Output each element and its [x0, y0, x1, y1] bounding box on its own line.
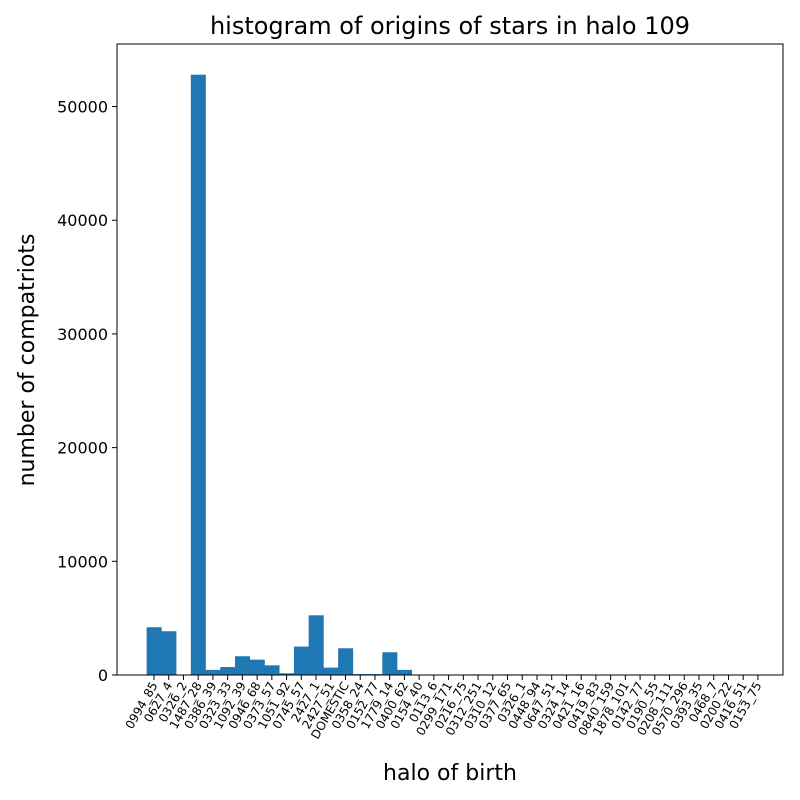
- y-tick-label: 50000: [57, 98, 108, 117]
- bar-0627_4: [161, 631, 177, 675]
- x-axis-label: halo of birth: [383, 761, 517, 786]
- bar-DOMESTIC: [338, 648, 354, 675]
- chart-title: histogram of origins of stars in halo 10…: [210, 12, 690, 40]
- x-axis: 0994_850627_40326_21487_280386_390323_33…: [123, 675, 765, 741]
- bar-1092_39: [235, 656, 251, 675]
- y-tick-label: 40000: [57, 211, 108, 230]
- bar-1487_28: [190, 74, 206, 675]
- y-axis: 0 10000 20000 30000 40000 50000: [57, 98, 117, 685]
- bar-0400_62: [397, 669, 413, 675]
- bar-0946_68: [249, 659, 265, 675]
- bar-2427_51: [323, 667, 339, 675]
- bar-0323_33: [220, 667, 236, 675]
- bar-0386_39: [205, 669, 221, 675]
- plot-frame: [116, 43, 784, 676]
- bar-0994_85: [146, 627, 162, 675]
- bar-0373_57: [264, 665, 280, 675]
- y-tick-label: 20000: [57, 439, 108, 458]
- bar-1779_14: [382, 652, 398, 675]
- y-tick-label: 30000: [57, 325, 108, 344]
- bar-1051_92: [279, 673, 295, 675]
- y-tick-label: 10000: [57, 552, 108, 571]
- y-axis-label: number of compatriots: [15, 234, 40, 487]
- y-tick-label: 0: [98, 666, 108, 685]
- bar-2427_1: [308, 615, 324, 675]
- bars-group: [146, 74, 589, 675]
- bar-0745_57: [293, 646, 309, 675]
